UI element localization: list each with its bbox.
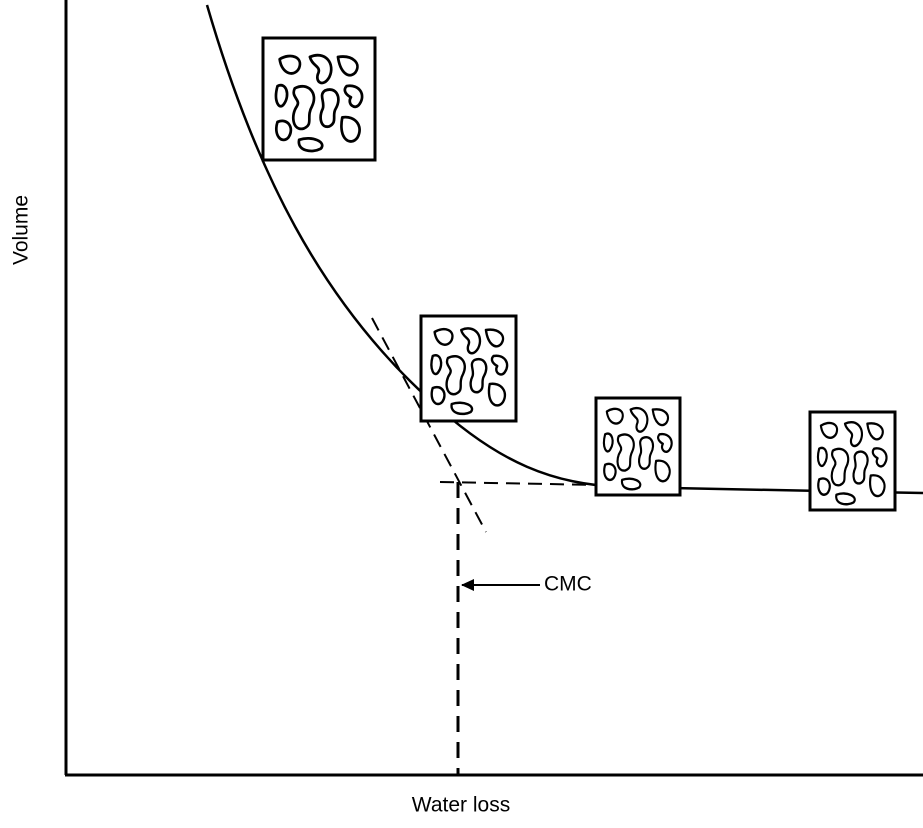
cmc-arrowhead	[461, 579, 474, 591]
tangent-line	[371, 317, 487, 533]
x-axis-label: Water loss	[412, 794, 510, 817]
micrograph-3	[594, 396, 682, 497]
volume-curve	[205, 4, 923, 495]
micrograph-4	[808, 410, 897, 512]
micrograph-1	[261, 36, 377, 162]
plateau-line	[439, 481, 601, 486]
y-axis-label: Volume	[10, 195, 33, 265]
cmc-label: CMC	[544, 573, 592, 596]
micrograph-2	[419, 314, 518, 423]
